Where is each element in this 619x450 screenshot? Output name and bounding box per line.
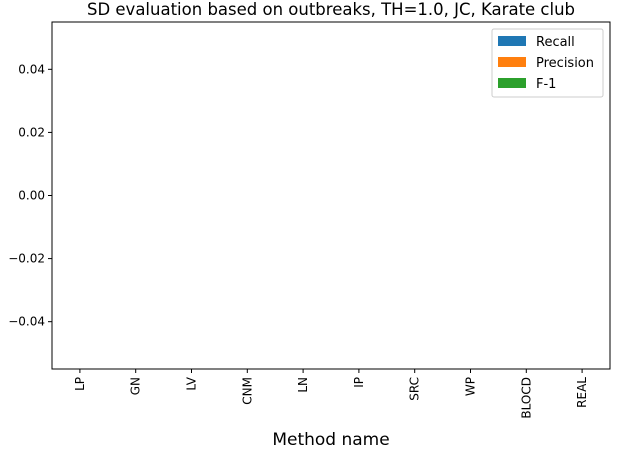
- x-tick-label: CNM: [240, 377, 254, 405]
- legend-swatch: [498, 78, 526, 88]
- y-tick-label: −0.02: [8, 252, 45, 266]
- chart-title: SD evaluation based on outbreaks, TH=1.0…: [87, 0, 575, 19]
- y-tick-label: −0.04: [8, 315, 45, 329]
- y-tick-label: 0.04: [18, 62, 45, 76]
- x-tick-label: BLOCD: [519, 377, 533, 419]
- legend-swatch: [498, 36, 526, 46]
- x-tick-label: LN: [296, 377, 310, 393]
- x-tick-label: LP: [73, 377, 87, 391]
- x-tick-label: IP: [352, 377, 366, 388]
- legend-entry-label: Recall: [536, 35, 575, 50]
- x-tick-label: SRC: [408, 377, 422, 401]
- x-axis-label: Method name: [272, 430, 389, 450]
- legend: Recall Precision F-1: [491, 28, 604, 98]
- x-tick-label: REAL: [575, 377, 589, 408]
- x-axis: LP GN LV CNM LN IP SRC WP BLOCD REAL: [73, 369, 589, 419]
- y-tick-label: 0.02: [18, 125, 45, 139]
- legend-swatch: [498, 57, 526, 67]
- x-tick-label: LV: [185, 376, 199, 390]
- legend-entry-label: Precision: [536, 56, 594, 71]
- x-tick-label: WP: [464, 377, 478, 396]
- x-tick-label: GN: [129, 377, 143, 395]
- y-tick-label: 0.00: [18, 189, 45, 203]
- y-axis: 0.04 0.02 0.00 −0.02 −0.04: [8, 62, 52, 329]
- legend-entry-label: F-1: [536, 77, 556, 92]
